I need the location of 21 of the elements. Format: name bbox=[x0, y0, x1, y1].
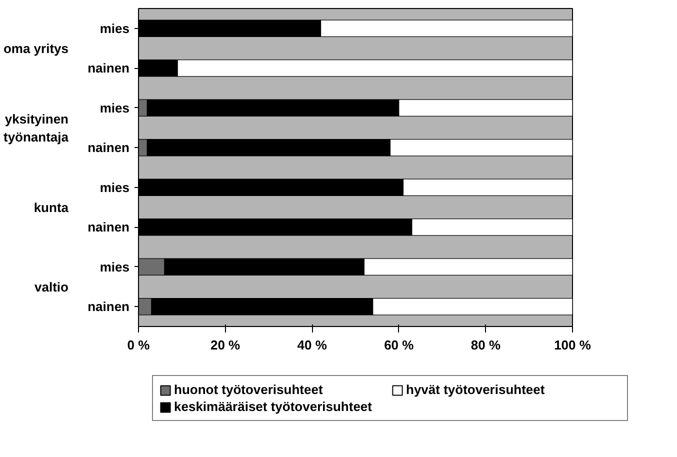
legend-label: huonot työtoverisuhteet bbox=[174, 382, 324, 397]
x-tick-label: 60 % bbox=[384, 338, 414, 352]
y-tick-label: mies bbox=[100, 100, 130, 116]
x-tick-label: 20 % bbox=[210, 338, 241, 352]
text: oma yritys bbox=[3, 40, 69, 56]
x-tick-label: 0 % bbox=[127, 338, 150, 352]
y-tick-label: mies bbox=[100, 180, 130, 195]
y-tick-label: nainen bbox=[88, 299, 130, 314]
text: yksityinen työnantaja bbox=[3, 111, 70, 144]
y-tick-label: nainen bbox=[88, 60, 130, 76]
y-tick-label: nainen bbox=[88, 140, 130, 156]
y-tick-label: mies bbox=[100, 259, 130, 274]
y-tick-label: nainen bbox=[88, 220, 130, 235]
x-tick-label: 40 % bbox=[297, 338, 328, 352]
y-tick-label: mies bbox=[100, 20, 130, 36]
legend-label: keskimääräiset työtoverisuhteet bbox=[174, 399, 373, 414]
x-tick-label: 100 % bbox=[554, 338, 592, 352]
legend-label: hyvät työtoverisuhteet bbox=[406, 382, 546, 397]
x-tick-label: 80 % bbox=[470, 338, 501, 352]
text: valtio bbox=[34, 279, 69, 294]
text: kunta bbox=[34, 200, 70, 215]
